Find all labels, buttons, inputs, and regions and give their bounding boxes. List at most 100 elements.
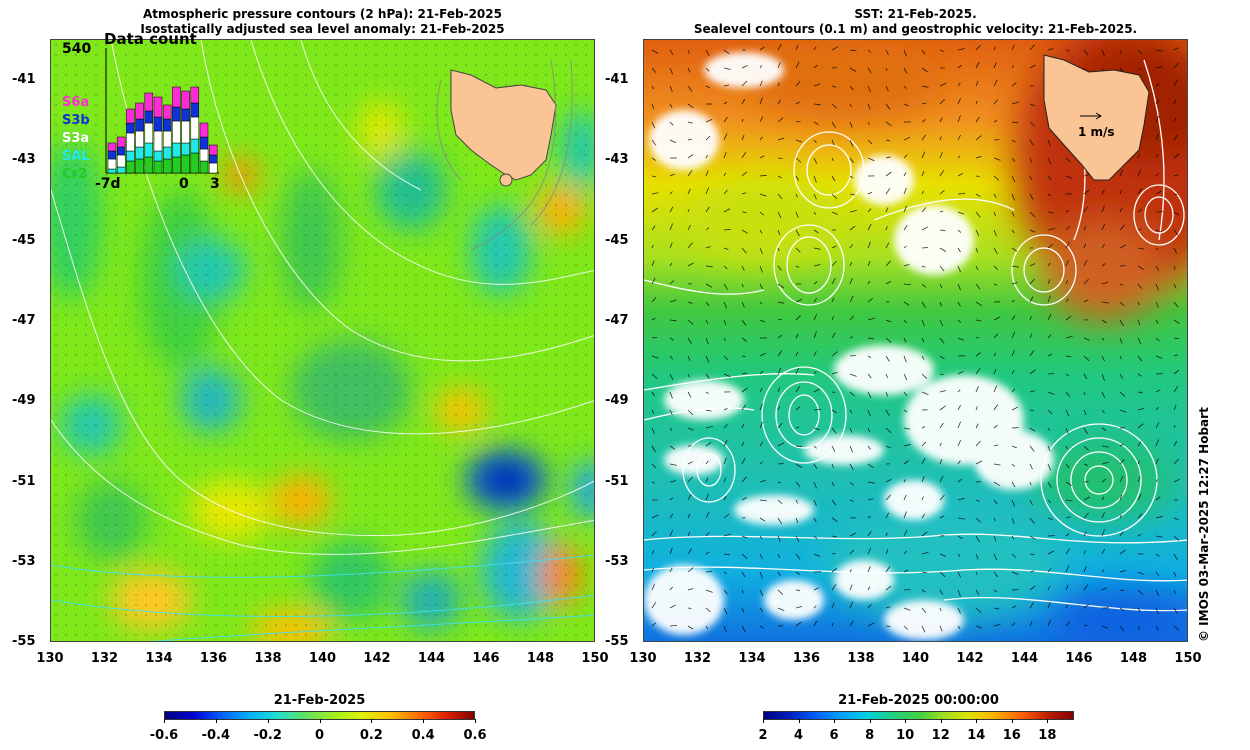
velocity-arrow <box>975 301 983 307</box>
velocity-arrow <box>1083 550 1086 555</box>
velocity-arrow <box>993 385 998 393</box>
velocity-arrow <box>885 549 889 555</box>
velocity-arrow <box>903 355 907 363</box>
velocity-arrow <box>1011 229 1015 234</box>
velocity-arrow <box>1011 331 1016 339</box>
velocity-arrow <box>1173 319 1180 324</box>
velocity-arrow <box>1029 570 1035 573</box>
colorbar-tick-label: -0.6 <box>149 728 179 743</box>
velocity-arrow <box>903 443 911 447</box>
velocity-arrow <box>687 531 691 537</box>
velocity-arrow <box>1011 121 1019 124</box>
velocity-arrow <box>687 373 690 378</box>
velocity-arrow <box>1155 319 1159 324</box>
velocity-arrow <box>1029 175 1032 180</box>
velocity-arrow <box>813 620 818 627</box>
velocity-arrow <box>669 567 673 573</box>
velocity-arrow <box>921 441 927 447</box>
sst-colorbar[interactable] <box>763 711 1074 720</box>
velocity-arrow <box>1029 585 1036 591</box>
velocity-arrow <box>705 571 713 573</box>
velocity-arrow <box>795 139 803 143</box>
velocity-arrow <box>1011 370 1015 375</box>
velocity-arrow <box>1083 463 1089 466</box>
data-count-bar <box>144 156 154 174</box>
velocity-arrow <box>885 260 891 267</box>
inset-legend: S6a S3b S3a SAL Cr2 <box>62 94 90 184</box>
velocity-arrow <box>1173 211 1180 216</box>
velocity-arrow <box>993 316 1001 321</box>
velocity-arrow <box>1011 535 1015 540</box>
velocity-arrow <box>885 512 890 519</box>
velocity-arrow <box>1101 529 1105 537</box>
velocity-arrow <box>705 589 713 593</box>
velocity-arrow <box>993 607 999 610</box>
velocity-arrow <box>705 551 710 555</box>
velocity-arrow <box>831 535 838 538</box>
velocity-arrow <box>687 208 690 213</box>
velocity-arrow <box>1047 157 1052 165</box>
velocity-arrow <box>957 155 961 159</box>
velocity-arrow <box>1011 82 1017 87</box>
velocity-arrow <box>759 265 763 273</box>
data-count-bar <box>116 146 126 156</box>
velocity-arrow <box>1155 535 1163 538</box>
velocity-arrow <box>831 445 836 452</box>
velocity-arrow <box>1083 512 1089 519</box>
velocity-arrow <box>705 531 710 537</box>
velocity-arrow <box>687 391 692 398</box>
velocity-arrow <box>1155 190 1162 195</box>
velocity-arrow <box>651 85 654 90</box>
lat-tick-label: -53 <box>605 553 629 569</box>
velocity-arrow <box>1011 247 1018 252</box>
velocity-arrow <box>993 229 997 237</box>
sla-map[interactable] <box>50 39 595 642</box>
velocity-arrow <box>741 211 747 213</box>
velocity-arrow <box>813 587 819 591</box>
velocity-arrow <box>903 172 907 177</box>
velocity-arrow <box>1029 278 1036 285</box>
data-count-bar <box>172 86 181 108</box>
velocity-arrow <box>1173 229 1179 236</box>
velocity-arrow <box>687 138 692 141</box>
velocity-arrow <box>813 605 817 609</box>
velocity-arrow <box>849 210 857 213</box>
velocity-arrow <box>939 49 944 52</box>
velocity-arrow <box>1155 589 1160 597</box>
velocity-arrow <box>1065 481 1073 487</box>
velocity-arrow <box>705 607 711 613</box>
velocity-arrow <box>831 567 838 573</box>
velocity-arrow <box>1047 409 1053 415</box>
velocity-arrow <box>831 103 838 109</box>
data-count-bar <box>162 104 172 120</box>
velocity-arrow <box>1155 265 1160 272</box>
velocity-arrow <box>705 355 710 363</box>
velocity-arrow <box>1065 157 1071 163</box>
velocity-arrow <box>687 513 690 519</box>
velocity-arrow <box>759 283 764 290</box>
data-count-bar <box>172 120 181 144</box>
data-count-bar <box>172 106 181 122</box>
sst-map[interactable] <box>643 39 1188 642</box>
velocity-arrow <box>723 513 730 519</box>
velocity-arrow <box>813 175 817 183</box>
colorbar-tick-label: 8 <box>865 728 875 743</box>
velocity-arrow <box>687 188 691 195</box>
lon-tick-label: 134 <box>145 651 173 666</box>
velocity-arrow <box>1047 499 1052 503</box>
lat-tick-label: -55 <box>12 634 36 649</box>
velocity-arrow <box>1011 388 1016 393</box>
velocity-arrow <box>1029 211 1036 218</box>
velocity-arrow <box>903 301 910 306</box>
velocity-arrow <box>957 589 961 597</box>
velocity-arrow <box>1155 229 1162 233</box>
velocity-arrow <box>993 571 999 578</box>
velocity-arrow <box>939 229 946 232</box>
lon-tick-label: 134 <box>738 651 766 666</box>
velocity-arrow <box>849 549 855 555</box>
velocity-arrow <box>903 136 911 141</box>
data-count-bar <box>126 132 135 152</box>
velocity-arrow <box>777 442 785 447</box>
velocity-arrow <box>975 535 980 543</box>
velocity-arrow <box>993 589 998 593</box>
